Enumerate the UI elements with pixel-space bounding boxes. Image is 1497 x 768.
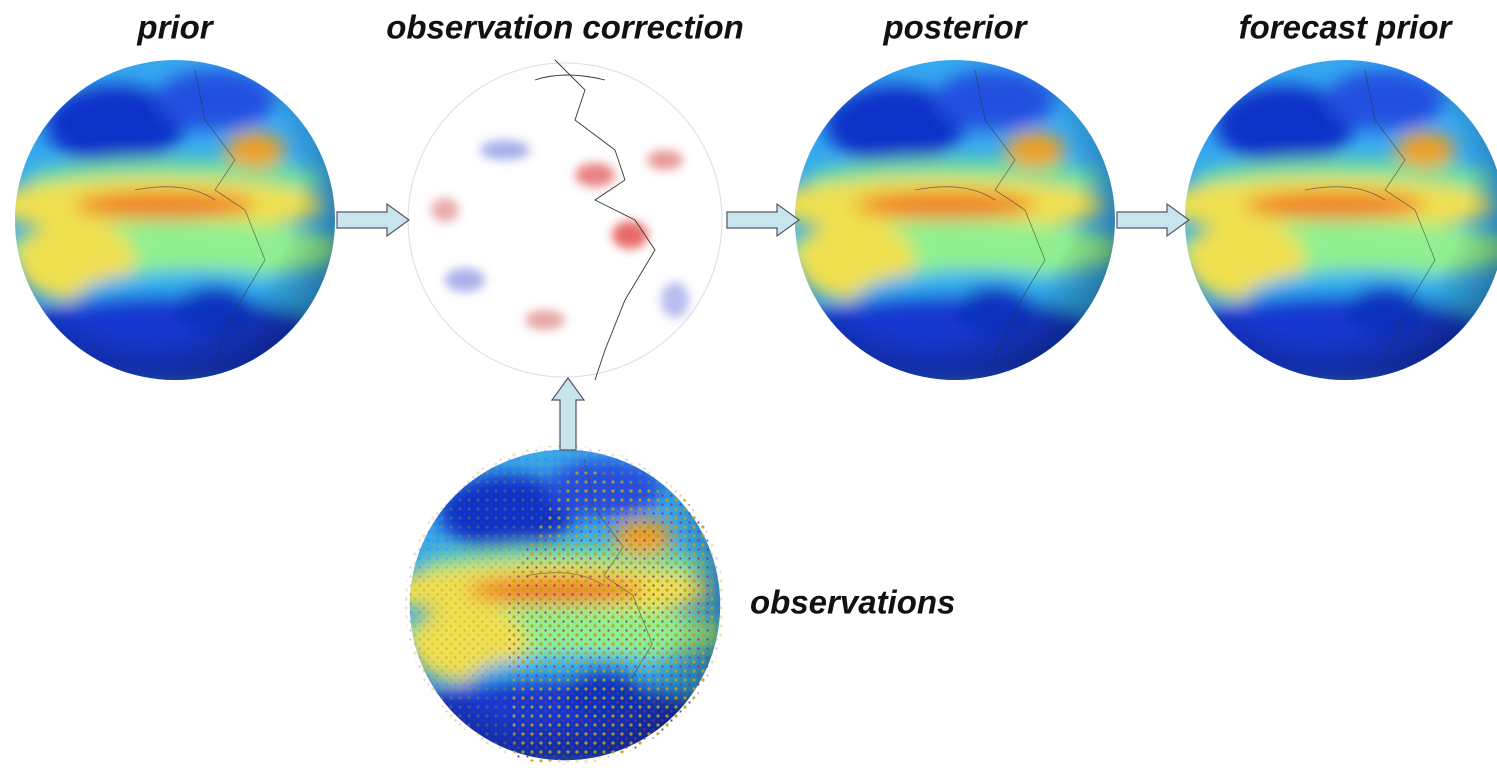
node-label: observation correction bbox=[386, 9, 744, 46]
arrow bbox=[552, 378, 584, 450]
forecast-globe bbox=[1155, 50, 1497, 390]
node-label: posterior bbox=[882, 9, 1028, 46]
posterior-globe bbox=[765, 50, 1125, 390]
diagram: prior observation correction posterior f… bbox=[0, 0, 1497, 768]
observations-globe bbox=[381, 440, 730, 768]
arrow bbox=[337, 204, 409, 236]
arrow bbox=[1117, 204, 1189, 236]
arrow bbox=[727, 204, 799, 236]
node-label: observations bbox=[750, 584, 955, 621]
node-label: prior bbox=[136, 9, 214, 46]
correction-globe bbox=[408, 60, 722, 380]
node-label: forecast prior bbox=[1239, 9, 1454, 46]
prior-globe bbox=[0, 50, 345, 390]
